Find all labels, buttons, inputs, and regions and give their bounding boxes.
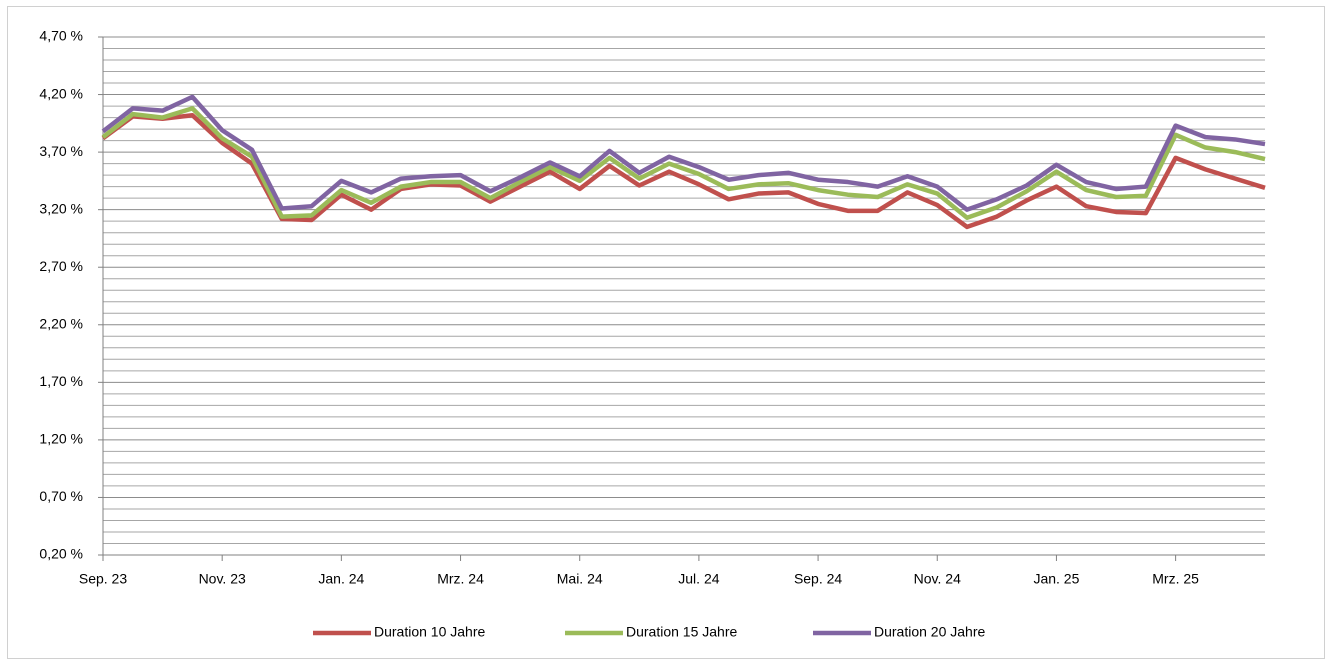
y-tick-label: 4,70 % xyxy=(39,28,83,44)
legend-label: Duration 15 Jahre xyxy=(626,624,738,640)
series-line xyxy=(101,106,1266,220)
y-tick-label: 0,70 % xyxy=(39,488,83,504)
x-tick-label: Sep. 24 xyxy=(794,571,842,587)
y-tick-label: 2,70 % xyxy=(39,258,83,274)
legend-label: Duration 20 Jahre xyxy=(874,624,986,640)
x-tick-label: Nov. 24 xyxy=(914,571,961,587)
series-line xyxy=(101,113,1266,230)
series-line xyxy=(101,94,1266,212)
x-tick-label: Nov. 23 xyxy=(199,571,246,587)
x-tick-label: Mrz. 24 xyxy=(437,571,484,587)
x-tick-label: Mrz. 25 xyxy=(1152,571,1199,587)
chart-frame xyxy=(7,6,1325,659)
y-tick-label: 1,20 % xyxy=(39,431,83,447)
y-tick-label: 3,20 % xyxy=(39,200,83,216)
series-lines xyxy=(101,94,1266,230)
y-tick-label: 2,20 % xyxy=(39,315,83,331)
x-tick-label: Jan. 24 xyxy=(318,571,364,587)
y-tick-label: 4,20 % xyxy=(39,85,83,101)
x-tick-label: Mai. 24 xyxy=(557,571,603,587)
axes xyxy=(102,37,1265,556)
x-tick-label: Jan. 25 xyxy=(1033,571,1079,587)
y-tick-label: 3,70 % xyxy=(39,143,83,159)
labels: 0,20 % 0,70 % 1,20 % 1,70 % 2,20 % 2,70 % 3,20… xyxy=(39,28,1199,640)
x-tick-label: Jul. 24 xyxy=(678,571,719,587)
grid xyxy=(98,36,1265,561)
legend-label: Duration 10 Jahre xyxy=(374,624,486,640)
y-tick-label: 1,70 % xyxy=(39,373,83,389)
y-tick-label: 0,20 % xyxy=(39,546,83,562)
x-tick-label: Sep. 23 xyxy=(79,571,127,587)
